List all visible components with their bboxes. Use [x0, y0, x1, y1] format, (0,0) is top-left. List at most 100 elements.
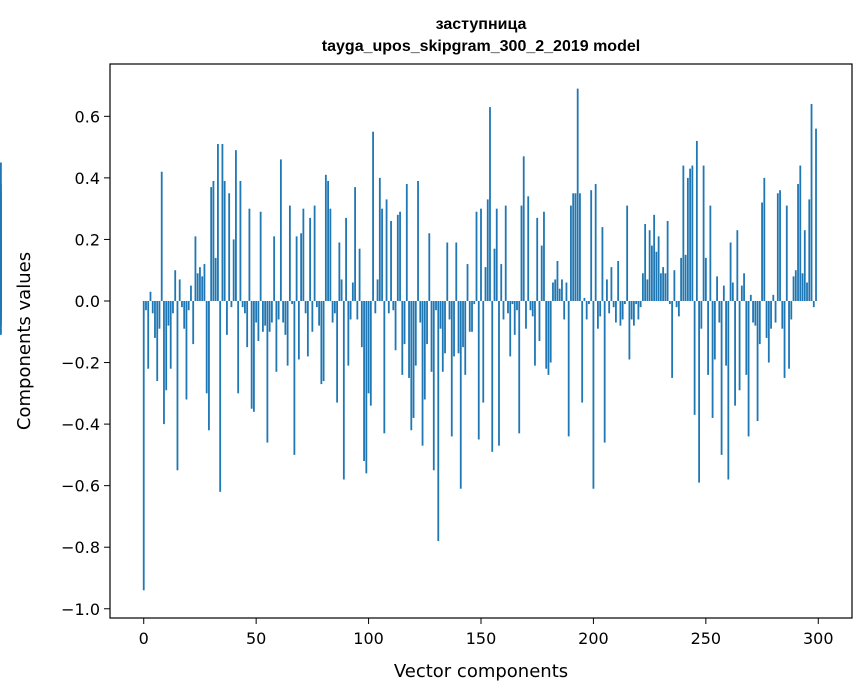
bar — [266, 300, 269, 443]
bar — [315, 300, 318, 308]
bar — [324, 174, 327, 301]
bar — [810, 104, 813, 301]
y-tick-label: −0.4 — [61, 415, 100, 434]
bar — [493, 248, 496, 301]
bar — [284, 300, 287, 335]
bar — [203, 264, 206, 301]
bar — [727, 300, 730, 480]
bar — [282, 300, 285, 323]
bar — [208, 300, 210, 431]
bar — [709, 205, 712, 301]
bar — [421, 300, 424, 446]
x-tick-label: 150 — [466, 629, 497, 648]
bar — [486, 199, 489, 301]
bar — [172, 300, 174, 314]
bar — [585, 300, 588, 320]
bar — [333, 300, 336, 314]
bar — [387, 300, 390, 314]
bar — [538, 300, 541, 341]
bar — [462, 300, 464, 348]
bar — [190, 285, 192, 301]
bar — [659, 273, 662, 301]
bar — [666, 220, 669, 301]
bar — [734, 300, 736, 406]
bar — [749, 294, 752, 301]
bar — [331, 300, 334, 323]
x-tick-label: 300 — [803, 629, 834, 648]
bar — [302, 208, 305, 301]
bar — [644, 224, 647, 301]
bar — [163, 300, 165, 425]
bar — [792, 276, 795, 301]
y-tick-label: −0.8 — [61, 538, 100, 557]
bar — [167, 300, 170, 326]
bar — [169, 300, 172, 369]
bar — [700, 300, 703, 329]
bar — [520, 205, 523, 301]
bar — [572, 193, 575, 301]
bar — [668, 300, 671, 305]
bar — [270, 300, 273, 323]
bar — [262, 300, 264, 332]
bar — [178, 279, 181, 301]
bar — [738, 300, 741, 391]
bar — [522, 156, 525, 301]
chart-subtitle: tayga_upos_skipgram_300_2_2019 model — [322, 38, 640, 55]
bar — [403, 300, 406, 345]
bar — [277, 300, 280, 320]
bar — [369, 300, 372, 406]
bar — [311, 300, 314, 332]
bar — [237, 300, 240, 394]
bar — [257, 300, 260, 341]
bar — [543, 211, 545, 301]
bar — [752, 300, 754, 323]
bar — [711, 300, 714, 418]
bar — [221, 144, 224, 301]
bar — [500, 264, 503, 301]
bar — [318, 300, 321, 326]
bar — [419, 300, 422, 323]
x-ticks: 0 50 100 150 200 250 300 — [139, 618, 834, 648]
bar — [743, 273, 745, 301]
bar — [797, 184, 799, 301]
bar — [725, 300, 727, 366]
bar — [396, 214, 399, 301]
bar — [779, 190, 781, 301]
bar — [576, 88, 579, 301]
bar — [259, 211, 262, 301]
bar — [273, 236, 276, 301]
bar — [354, 187, 356, 301]
bar — [772, 294, 775, 301]
bar — [232, 239, 235, 301]
bar — [529, 300, 532, 311]
bar — [288, 205, 291, 301]
bar — [612, 300, 615, 308]
bar — [684, 254, 687, 301]
y-tick-label: −0.2 — [61, 354, 100, 373]
bar — [147, 300, 150, 369]
y-tick-label: 0.0 — [75, 292, 100, 311]
x-tick-label: 100 — [353, 629, 384, 648]
bar — [444, 300, 446, 354]
bar — [704, 257, 707, 301]
bar — [504, 205, 507, 301]
bar — [495, 208, 498, 301]
bar — [0, 236, 2, 301]
bar — [608, 300, 611, 314]
bar — [372, 131, 374, 301]
bar — [338, 242, 341, 301]
bar — [437, 300, 440, 542]
bar — [592, 300, 595, 489]
bar — [633, 300, 635, 326]
x-tick-label: 250 — [691, 629, 722, 648]
bar — [680, 257, 683, 301]
bar — [183, 300, 186, 329]
bar — [671, 300, 674, 378]
bar — [351, 282, 354, 301]
bar — [765, 300, 768, 338]
bar — [549, 300, 552, 363]
bar — [628, 300, 631, 360]
bar — [606, 279, 608, 301]
bar — [230, 300, 233, 308]
